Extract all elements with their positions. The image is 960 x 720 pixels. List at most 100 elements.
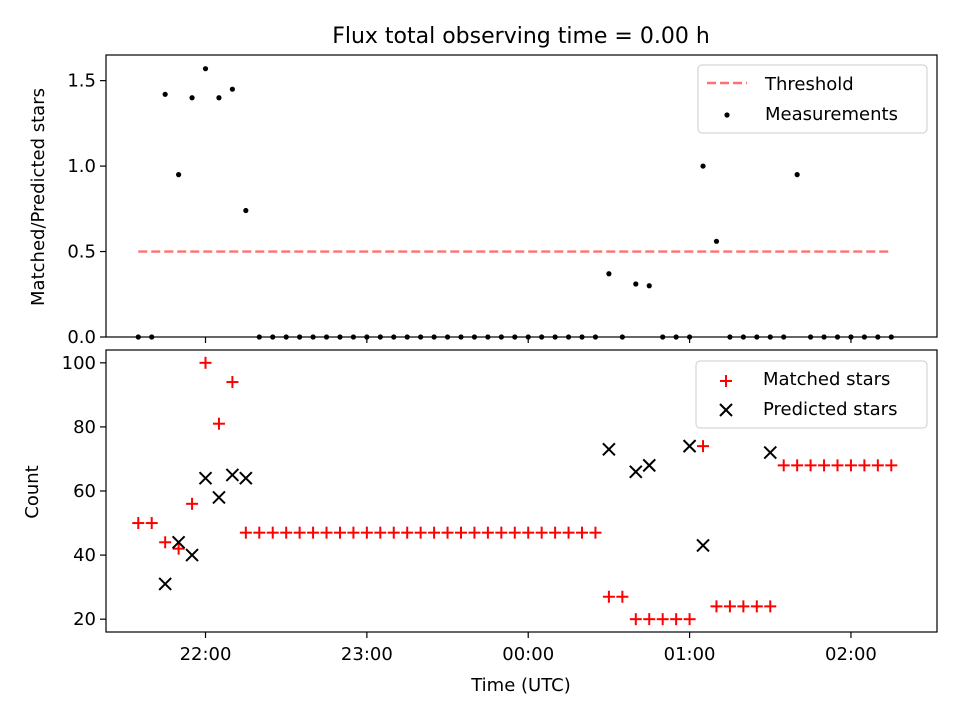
- measurement-point: [512, 334, 518, 340]
- matched-star-point: [710, 600, 723, 613]
- measurement-point: [848, 334, 854, 340]
- matched-star-point: [656, 613, 669, 626]
- measurement-point: [767, 334, 773, 340]
- bottom-plot-area: [132, 356, 898, 626]
- measurement-point: [471, 334, 478, 340]
- measurement-point: [418, 334, 424, 340]
- measurement-point: [660, 334, 666, 340]
- measurement-point: [727, 334, 733, 340]
- threshold-legend-label: Threshold: [764, 74, 854, 95]
- matched-star-point: [670, 613, 683, 626]
- measurement-point: [202, 66, 209, 72]
- predicted-star-point: [682, 439, 697, 453]
- matched-star-point: [280, 526, 293, 539]
- matched-star-point: [374, 526, 387, 539]
- matched-star-point: [347, 526, 360, 539]
- top-plot-area: [135, 66, 894, 340]
- measurement-point: [633, 281, 639, 287]
- measurement-point: [283, 334, 289, 340]
- matched-star-point: [535, 526, 548, 539]
- predicted-star-point: [239, 471, 253, 485]
- measurement-point: [875, 334, 881, 340]
- chart-title: Flux total observing time = 0.00 h: [332, 24, 710, 49]
- measurement-point: [713, 238, 720, 244]
- matched-legend-label: Matched stars: [763, 369, 890, 390]
- measurement-point: [686, 334, 693, 340]
- top-y-tick-label: 0.5: [67, 242, 96, 263]
- matched-star-point: [387, 526, 400, 539]
- bottom-legend: Matched stars Predicted stars: [695, 360, 928, 429]
- x-tick-label: 22:00: [180, 644, 232, 665]
- top-y-tick-label: 1.0: [67, 156, 96, 177]
- top-panel: 0.0 0.5 1.0 1.5 Matched/Predicted stars Thr…: [28, 54, 938, 348]
- matched-star-point: [576, 526, 589, 539]
- x-tick-label: 02:00: [825, 644, 877, 665]
- predicted-legend-label: Predicted stars: [763, 399, 897, 420]
- measurement-point: [539, 334, 545, 340]
- matched-star-point: [723, 600, 736, 613]
- measurement-point: [162, 91, 168, 97]
- matched-star-point: [414, 526, 427, 539]
- matched-star-point: [468, 526, 481, 539]
- predicted-star-point: [602, 442, 616, 457]
- predicted-star-point: [642, 458, 656, 473]
- predicted-star-point: [763, 445, 777, 460]
- measurement-point: [256, 334, 262, 340]
- matched-star-point: [172, 542, 185, 555]
- measurement-point: [310, 334, 316, 340]
- matched-star-point: [428, 526, 441, 539]
- matched-star-point: [885, 459, 898, 472]
- matched-star-point: [858, 459, 871, 472]
- matched-star-point: [683, 613, 696, 626]
- bottom-y-axis-label: Count: [22, 465, 43, 518]
- x-axis-label: Time (UTC): [470, 675, 571, 696]
- bottom-x-axis: 22:00 23:00 00:00 01:00 02:00: [180, 632, 877, 665]
- matched-star-point: [307, 526, 320, 539]
- matched-star-point: [750, 600, 763, 613]
- top-legend-box: [697, 64, 928, 134]
- bottom-y-tick-label: 80: [73, 417, 96, 438]
- measurement-point: [808, 334, 814, 340]
- matched-star-point: [831, 459, 844, 472]
- matched-star-point: [320, 526, 333, 539]
- measurement-point: [834, 334, 841, 340]
- predicted-star-point: [171, 535, 186, 549]
- matched-star-point: [643, 613, 656, 626]
- matched-star-point: [871, 459, 884, 472]
- measurement-point: [216, 95, 222, 101]
- measurement-point: [323, 334, 330, 340]
- matched-star-point: [454, 526, 467, 539]
- matched-star-point: [777, 459, 790, 472]
- measurement-point: [794, 172, 800, 178]
- measurement-point: [673, 334, 679, 340]
- x-tick-label: 01:00: [664, 644, 716, 665]
- measurement-point: [364, 334, 370, 340]
- top-axes-frame: [105, 54, 938, 338]
- measurement-point: [525, 334, 531, 340]
- predicted-star-point: [212, 490, 226, 505]
- matched-star-point: [602, 590, 615, 603]
- measurement-point: [135, 334, 141, 340]
- measurement-point: [498, 334, 504, 340]
- matched-star-point: [697, 440, 710, 453]
- matched-star-point: [212, 417, 225, 430]
- measurement-point: [888, 334, 894, 340]
- measurement-point: [458, 334, 464, 340]
- matched-star-point: [132, 517, 145, 530]
- matched-star-point: [791, 459, 804, 472]
- measurement-point: [189, 95, 195, 101]
- matched-legend-marker: [720, 375, 732, 387]
- measurement-point: [754, 334, 760, 340]
- bottom-y-tick-label: 20: [73, 609, 96, 630]
- predicted-star-point: [198, 471, 213, 485]
- bottom-y-tick-label: 60: [73, 481, 96, 502]
- top-legend: Threshold Measurements: [697, 64, 928, 134]
- matched-star-point: [737, 600, 750, 613]
- bottom-y-tick-label: 100: [62, 353, 96, 374]
- measurements-legend-label: Measurements: [765, 104, 898, 125]
- measurement-point: [861, 334, 867, 340]
- predicted-legend-marker: [719, 403, 733, 417]
- measurement-point: [592, 334, 599, 340]
- predicted-star-point: [158, 577, 172, 591]
